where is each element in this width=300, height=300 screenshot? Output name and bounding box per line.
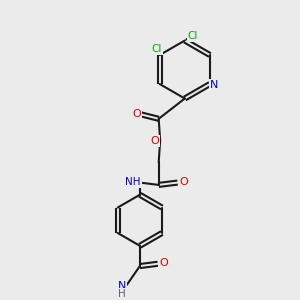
Text: NH: NH [125,177,140,187]
Text: O: O [151,136,159,146]
Text: Cl: Cl [151,44,161,54]
Text: H: H [118,289,125,299]
Text: N: N [210,80,218,91]
Text: O: O [133,109,141,119]
Text: N: N [117,280,126,290]
Text: O: O [179,177,188,187]
Text: O: O [159,258,168,268]
Text: Cl: Cl [188,31,198,41]
